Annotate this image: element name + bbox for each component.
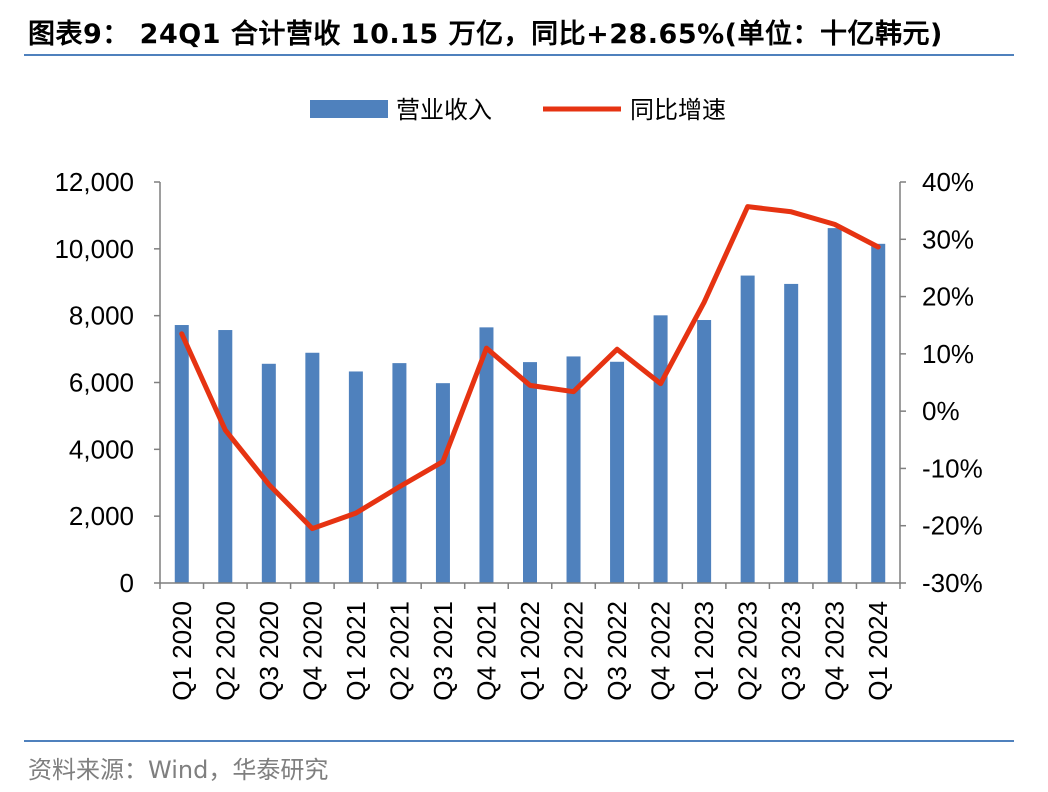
bar-1 xyxy=(218,330,233,583)
x-tick-label: Q4 2022 xyxy=(646,601,676,701)
bar-8 xyxy=(523,362,537,583)
left-tick-label: 0 xyxy=(120,568,134,598)
bar-10 xyxy=(610,361,625,583)
x-tick-label: Q3 2020 xyxy=(254,601,284,701)
bar-2 xyxy=(261,363,276,583)
legend-line-label: 同比增速 xyxy=(630,96,726,124)
footer-rule xyxy=(24,740,1014,742)
bar-4 xyxy=(348,371,363,583)
x-tick-label: Q3 2021 xyxy=(428,601,458,701)
right-tick-label: 10% xyxy=(922,339,974,369)
x-tick-label: Q1 2023 xyxy=(689,601,719,701)
source-note: 资料来源：Wind，华泰研究 xyxy=(28,756,329,784)
bar-16 xyxy=(871,243,886,583)
x-tick-label: Q1 2022 xyxy=(515,601,545,701)
figure-title: 图表9： 24Q1 合计营收 10.15 万亿，同比+28.65%(单位：十亿韩… xyxy=(28,19,943,50)
line-series xyxy=(179,204,881,532)
x-tick-label: Q1 2024 xyxy=(863,601,893,701)
legend: 营业收入 同比增速 xyxy=(310,96,726,124)
x-tick-label: Q1 2020 xyxy=(167,601,197,701)
bar-3 xyxy=(305,352,320,583)
right-tick-label: 0% xyxy=(922,396,960,426)
right-tick-label: -30% xyxy=(922,568,983,598)
bar-6 xyxy=(435,383,450,583)
bar-15 xyxy=(827,228,842,584)
x-tick-label: Q4 2021 xyxy=(471,601,501,701)
left-tick-label: 12,000 xyxy=(54,167,134,197)
x-tick-label: Q2 2023 xyxy=(733,601,763,701)
x-tick-label: Q4 2020 xyxy=(297,601,327,701)
x-tick-label: Q2 2022 xyxy=(559,601,589,701)
x-tick-label: Q4 2023 xyxy=(820,601,850,701)
x-tick-label: Q2 2020 xyxy=(210,601,240,701)
left-tick-label: 4,000 xyxy=(69,434,134,464)
x-tick-label: Q1 2021 xyxy=(341,601,371,701)
bar-series xyxy=(174,228,886,584)
right-tick-label: 20% xyxy=(922,282,974,312)
right-tick-label: -10% xyxy=(922,453,983,483)
bar-13 xyxy=(740,275,755,583)
legend-bar-label: 营业收入 xyxy=(396,96,492,124)
title-rule xyxy=(24,54,1014,56)
right-tick-label: 40% xyxy=(922,167,974,197)
left-tick-label: 6,000 xyxy=(69,368,134,398)
bar-12 xyxy=(697,320,712,583)
legend-bar-swatch xyxy=(310,100,388,118)
bar-11 xyxy=(653,315,668,583)
right-tick-label: 30% xyxy=(922,224,974,254)
x-tick-label: Q3 2023 xyxy=(776,601,806,701)
right-tick-label: -20% xyxy=(922,511,983,541)
axes: 0 2,000 4,000 6,000 8,000 10,000 12,000 -30% -20… xyxy=(54,167,982,701)
x-tick-label: Q2 2021 xyxy=(384,601,414,701)
x-tick-label: Q3 2022 xyxy=(602,601,632,701)
bar-14 xyxy=(784,283,799,583)
bar-7 xyxy=(479,327,494,583)
bar-9 xyxy=(566,356,581,583)
bar-5 xyxy=(392,363,407,583)
bar-0 xyxy=(174,325,189,583)
left-tick-label: 10,000 xyxy=(54,234,134,264)
left-tick-label: 2,000 xyxy=(69,501,134,531)
left-tick-label: 8,000 xyxy=(69,301,134,331)
